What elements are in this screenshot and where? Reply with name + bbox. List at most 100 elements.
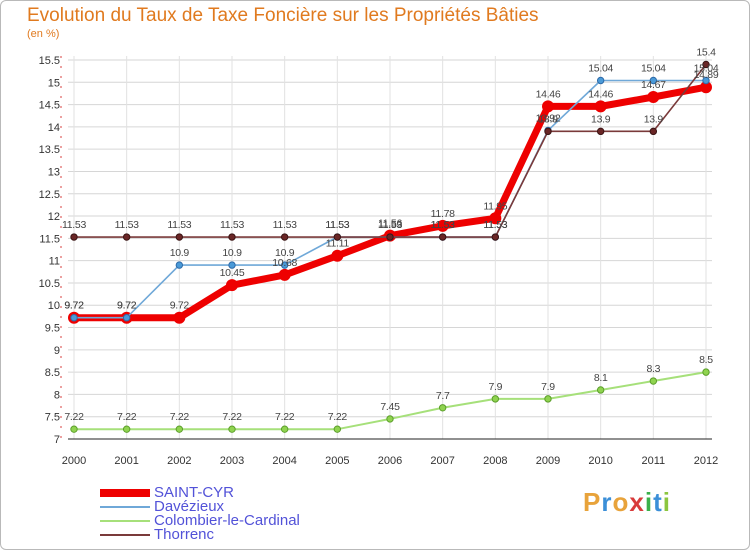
point-colombier-le-cardinal-2003 <box>228 425 236 433</box>
data-label-dav-zieux-2004: 10.9 <box>275 247 295 259</box>
legend-item-dav-zieux: Davézieux <box>100 498 300 515</box>
y-tick-label-15: 14.5 <box>39 100 60 112</box>
data-label-saint-cyr-2004: 10.68 <box>272 257 297 269</box>
point-colombier-le-cardinal-2010 <box>596 386 605 394</box>
data-label-thorrenc-2004: 11.53 <box>273 219 297 231</box>
point-colombier-le-cardinal-2012 <box>702 368 710 376</box>
y-tick-label-12: 13 <box>48 166 60 178</box>
point-dav-zieux-2003 <box>228 261 236 269</box>
legend-item-colombier-le-cardinal: Colombier-le-Cardinal <box>100 512 300 529</box>
x-tick-label-2010: 2010 <box>588 455 612 467</box>
data-label-dav-zieux-2007: 11.53 <box>431 219 455 231</box>
data-label-dav-zieux-2012: 15.04 <box>694 63 719 75</box>
data-label-saint-cyr-2003: 10.45 <box>220 267 245 279</box>
point-colombier-le-cardinal-2005 <box>333 425 342 433</box>
legend-swatch-colombier-le-cardinal <box>100 520 150 522</box>
point-dav-zieux-2011 <box>649 76 658 85</box>
data-label-saint-cyr-2007: 11.78 <box>431 208 455 220</box>
logo-letter: i <box>662 487 671 517</box>
y-tick-label-0: 7 <box>54 434 60 446</box>
data-label-saint-cyr-2001: 9.72 <box>117 300 137 312</box>
point-thorrenc-2004 <box>280 233 289 241</box>
point-thorrenc-2011 <box>649 127 658 136</box>
logo-letter: o <box>612 487 630 517</box>
x-tick-label-2004: 2004 <box>272 455 296 467</box>
data-label-saint-cyr-2002: 9.72 <box>170 300 190 312</box>
point-thorrenc-2008 <box>491 233 500 241</box>
data-label-colombier-le-cardinal-2010: 8.1 <box>594 372 608 384</box>
x-tick-label-2012: 2012 <box>694 455 718 467</box>
legend-item-saint-cyr: SAINT-CYR <box>100 484 300 501</box>
x-tick-label-2000: 2000 <box>62 455 86 467</box>
x-tick-label-2007: 2007 <box>430 455 454 467</box>
data-label-thorrenc-2007: 11.53 <box>431 219 455 231</box>
data-label-colombier-le-cardinal-2002: 7.22 <box>170 411 190 423</box>
x-tick-label-2003: 2003 <box>220 455 244 467</box>
data-label-thorrenc-2009: 13.9 <box>538 113 558 125</box>
point-colombier-le-cardinal-2000 <box>70 425 78 433</box>
point-saint-cyr-2010 <box>594 100 607 113</box>
logo-letter: i <box>644 487 654 517</box>
logo-letter: r <box>601 487 613 517</box>
point-saint-cyr-2007 <box>436 219 449 232</box>
data-label-thorrenc-2005: 11.53 <box>325 219 349 231</box>
x-tick-label-2001: 2001 <box>114 455 138 467</box>
point-thorrenc-2012 <box>702 60 710 69</box>
data-label-thorrenc-2008: 11.53 <box>483 219 507 231</box>
legend-label-dav-zieux: Davézieux <box>154 498 225 515</box>
data-label-dav-zieux-2001: 9.72 <box>117 300 137 312</box>
legend-swatch-saint-cyr <box>100 489 150 497</box>
proxiti-logo: Proxiti <box>583 487 671 518</box>
legend-label-colombier-le-cardinal: Colombier-le-Cardinal <box>154 512 300 529</box>
data-label-dav-zieux-2005: 11.53 <box>325 219 349 231</box>
data-label-thorrenc-2003: 11.53 <box>220 219 244 231</box>
legend-label-saint-cyr: SAINT-CYR <box>154 484 235 501</box>
data-label-colombier-le-cardinal-2001: 7.22 <box>117 411 137 423</box>
data-label-thorrenc-2012: 15.4 <box>696 46 716 58</box>
data-label-colombier-le-cardinal-2007: 7.7 <box>436 390 450 402</box>
point-colombier-le-cardinal-2009 <box>544 395 552 403</box>
legend-item-thorrenc: Thorrenc <box>100 527 300 542</box>
point-colombier-le-cardinal-2008 <box>491 395 500 403</box>
point-saint-cyr-2004 <box>278 268 291 281</box>
data-label-saint-cyr-2010: 14.46 <box>588 88 613 100</box>
point-thorrenc-2009 <box>544 127 552 136</box>
chart-title: Evolution du Taux de Taxe Foncière sur l… <box>27 5 539 26</box>
data-label-colombier-le-cardinal-2012: 8.5 <box>699 354 713 366</box>
y-tick-label-16: 15 <box>48 77 60 89</box>
data-label-colombier-le-cardinal-2000: 7.22 <box>64 411 84 423</box>
point-colombier-le-cardinal-2001 <box>122 425 131 433</box>
point-thorrenc-2002 <box>175 233 184 241</box>
point-thorrenc-2010 <box>596 127 605 136</box>
point-thorrenc-2003 <box>228 233 236 241</box>
data-label-dav-zieux-2003: 10.9 <box>222 247 242 259</box>
point-saint-cyr-2011 <box>647 91 660 104</box>
x-tick-label-2006: 2006 <box>378 455 402 467</box>
point-thorrenc-2005 <box>333 233 342 241</box>
point-dav-zieux-2012 <box>702 76 710 85</box>
y-tick-label-14: 14 <box>48 122 60 134</box>
point-thorrenc-2006 <box>386 233 394 241</box>
data-label-colombier-le-cardinal-2009: 7.9 <box>541 381 555 393</box>
data-label-saint-cyr-2012: 14.89 <box>694 69 719 81</box>
point-saint-cyr-2002 <box>173 311 186 324</box>
legend: SAINT-CYR Davézieux Colombier-le-Cardinal T… <box>100 484 300 542</box>
data-label-colombier-le-cardinal-2006: 7.45 <box>380 401 400 413</box>
point-dav-zieux-2001 <box>122 314 131 322</box>
point-colombier-le-cardinal-2002 <box>175 425 184 433</box>
data-label-saint-cyr-2008: 11.95 <box>483 200 507 212</box>
data-label-thorrenc-2011: 13.9 <box>644 113 664 125</box>
data-label-dav-zieux-2011: 15.04 <box>641 63 666 75</box>
y-tick-label-13: 13.5 <box>39 144 60 156</box>
x-tick-label-2002: 2002 <box>167 455 191 467</box>
data-label-colombier-le-cardinal-2003: 7.22 <box>222 411 242 423</box>
y-tick-label-17: 15.5 <box>39 55 60 67</box>
point-thorrenc-2001 <box>122 233 131 241</box>
data-label-thorrenc-2006: 11.53 <box>378 219 402 231</box>
point-dav-zieux-2002 <box>175 261 184 269</box>
point-saint-cyr-2008 <box>489 212 502 225</box>
data-label-saint-cyr-2009: 14.46 <box>536 88 561 100</box>
y-tick-label-1: 7.5 <box>45 412 60 424</box>
y-tick-label-9: 11.5 <box>39 233 60 245</box>
